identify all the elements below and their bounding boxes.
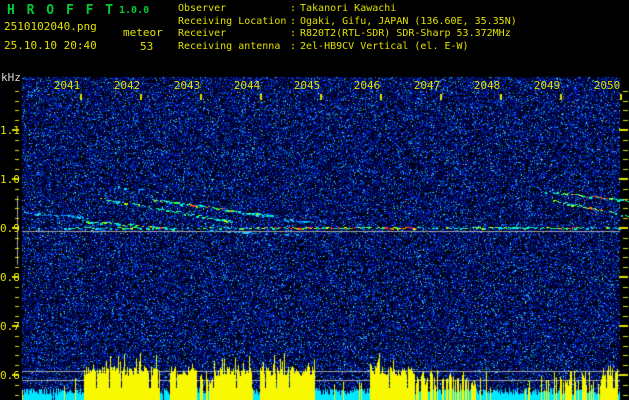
time-tick-label: 2046 xyxy=(353,79,381,92)
info-separator: : xyxy=(290,28,297,39)
output-filename: 2510102040.png xyxy=(4,20,97,33)
freq-tick-label: 0.8 xyxy=(0,271,20,284)
time-tick-label: 2050 xyxy=(593,79,621,92)
time-tick-label: 2045 xyxy=(293,79,321,92)
freq-axis-unit-label: kHz xyxy=(1,71,21,84)
freq-tick-label: 1.1 xyxy=(0,124,20,137)
freq-tick-label: 0.6 xyxy=(0,369,20,382)
echo-count: 53 xyxy=(140,40,154,53)
station-info-row: Receiving antenna:2el-HB9CV Vertical (el… xyxy=(178,41,517,54)
freq-tick-label: 1.0 xyxy=(0,173,20,186)
time-tick-label: 2049 xyxy=(533,79,561,92)
info-separator: : xyxy=(290,3,297,14)
time-tick-label: 2042 xyxy=(113,79,141,92)
freq-tick-label: 0.9 xyxy=(0,222,20,235)
time-tick-label: 2041 xyxy=(53,79,81,92)
app-title: H R O F F T xyxy=(7,3,116,18)
info-value: Ogaki, Gifu, JAPAN (136.60E, 35.35N) xyxy=(300,15,517,27)
info-separator: : xyxy=(290,15,297,27)
observation-mode: meteor xyxy=(123,26,163,39)
info-value: 2el-HB9CV Vertical (el. E-W) xyxy=(300,40,469,52)
station-info-row: Observer: Takanori Kawachi xyxy=(178,3,517,16)
info-value: Takanori Kawachi xyxy=(300,3,397,14)
time-tick-label: 2043 xyxy=(173,79,201,92)
time-tick-label: 2047 xyxy=(413,79,441,92)
info-label: Receiver xyxy=(178,28,227,39)
info-label: Receiving Location xyxy=(178,15,287,27)
info-value: R820T2(RTL-SDR) SDR-Sharp 53.372MHz xyxy=(300,28,511,39)
info-label: Observer xyxy=(178,3,227,14)
station-info-row: Receiving Location: Ogaki, Gifu, JAPAN (1… xyxy=(178,16,517,29)
info-separator: : xyxy=(290,40,297,52)
time-tick-label: 2048 xyxy=(473,79,501,92)
freq-tick-label: 0.7 xyxy=(0,320,20,333)
app-version: 1.0.0 xyxy=(119,5,150,16)
station-info-block: Observer: Takanori Kawachi Receiving Locat… xyxy=(178,3,517,53)
station-info-row: Receiver: R820T2(RTL-SDR) SDR-Sharp 53.37… xyxy=(178,28,517,41)
info-label: Receiving antenna xyxy=(178,40,281,52)
observation-datetime: 25.10.10 20:40 xyxy=(4,39,97,52)
time-tick-label: 2044 xyxy=(233,79,261,92)
